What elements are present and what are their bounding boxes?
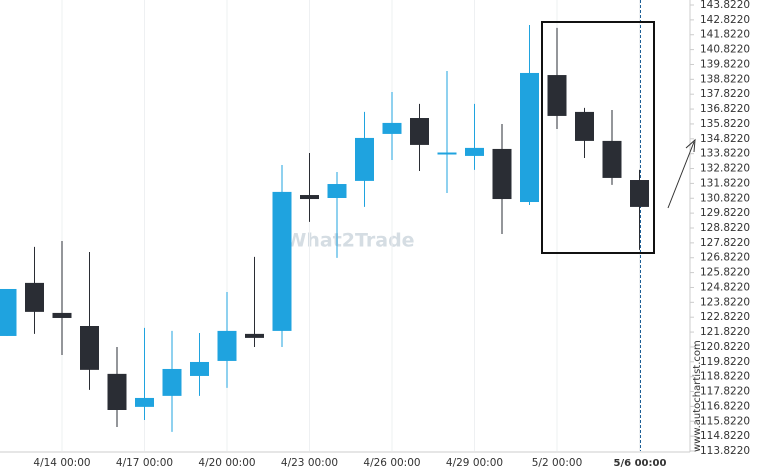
x-tick-label: 4/17 00:00: [116, 457, 173, 469]
y-tick-label: 127.8220: [700, 237, 750, 249]
y-tick-label: 142.8220: [700, 14, 750, 26]
y-tick-label: 134.8220: [700, 133, 750, 145]
y-tick-label: 136.8220: [700, 103, 750, 115]
y-tick-label: 116.8220: [700, 400, 750, 412]
y-tick-label: 115.8220: [700, 415, 750, 427]
candle-body: [547, 75, 567, 116]
candle-body: [0, 288, 17, 336]
arrow: [667, 141, 695, 209]
y-tick-label: 119.8220: [700, 356, 750, 368]
x-tick-label: 4/26 00:00: [363, 457, 420, 469]
candle-body: [107, 373, 127, 410]
candle-body: [575, 111, 594, 141]
candle-body: [217, 330, 237, 361]
candle-body: [300, 195, 319, 200]
x-tick-label: 4/20 00:00: [198, 457, 255, 469]
y-tick-label: 143.8220: [700, 0, 750, 11]
y-tick-label: 135.8220: [700, 118, 750, 130]
candle-body: [135, 397, 154, 407]
candle-body: [190, 361, 209, 376]
x-tick-label: 5/6 00:00: [614, 458, 667, 469]
y-tick-label: 131.8220: [700, 177, 750, 189]
candle-body: [520, 72, 539, 203]
y-tick-label: 141.8220: [700, 29, 750, 41]
y-tick-label: 125.8220: [700, 267, 750, 279]
x-tick-label: 4/29 00:00: [446, 457, 503, 469]
candle-body: [355, 137, 374, 181]
candle-body: [327, 184, 347, 198]
x-tick-label: 4/14 00:00: [33, 457, 90, 469]
y-tick-label: 117.8220: [700, 386, 750, 398]
y-tick-label: 123.8220: [700, 296, 750, 308]
candle-body: [245, 333, 264, 338]
candle-body: [382, 122, 402, 134]
y-tick-label: 129.8220: [700, 207, 750, 219]
x-tick-label: 5/2 00:00: [532, 457, 583, 469]
candle-body: [25, 282, 44, 312]
y-tick-label: 124.8220: [700, 281, 750, 293]
candle-body: [630, 180, 649, 207]
source-label: www.autochartist.com: [692, 340, 703, 452]
y-tick-label: 126.8220: [700, 252, 750, 264]
candle-body: [52, 312, 72, 318]
y-tick-label: 130.8220: [700, 192, 750, 204]
candle-body: [162, 368, 182, 396]
pattern-box: [541, 21, 655, 254]
y-tick-label: 122.8220: [700, 311, 750, 323]
candle-body: [410, 118, 429, 145]
y-tick-label: 113.8220: [700, 445, 750, 457]
candle-body: [465, 147, 484, 156]
candle-body: [272, 191, 292, 331]
candle-body: [80, 326, 99, 370]
y-tick-label: 137.8220: [700, 88, 750, 100]
y-tick-label: 138.8220: [700, 73, 750, 85]
y-tick-label: 133.8220: [700, 148, 750, 160]
y-tick-label: 132.8220: [700, 163, 750, 175]
plot-area: [0, 0, 649, 451]
candle-body: [437, 152, 457, 155]
y-tick-label: 118.8220: [700, 371, 750, 383]
watermark: What2Trade: [285, 230, 414, 252]
y-tick-label: 139.8220: [700, 58, 750, 70]
y-tick-label: 114.8220: [700, 430, 750, 442]
candle-body: [492, 148, 512, 200]
candle-body: [602, 140, 622, 178]
y-tick-label: 140.8220: [700, 44, 750, 56]
y-tick-label: 120.8220: [700, 341, 750, 353]
arrow-head: [685, 138, 696, 153]
y-tick-label: 128.8220: [700, 222, 750, 234]
x-tick-label: 4/23 00:00: [281, 457, 338, 469]
y-tick-label: 121.8220: [700, 326, 750, 338]
